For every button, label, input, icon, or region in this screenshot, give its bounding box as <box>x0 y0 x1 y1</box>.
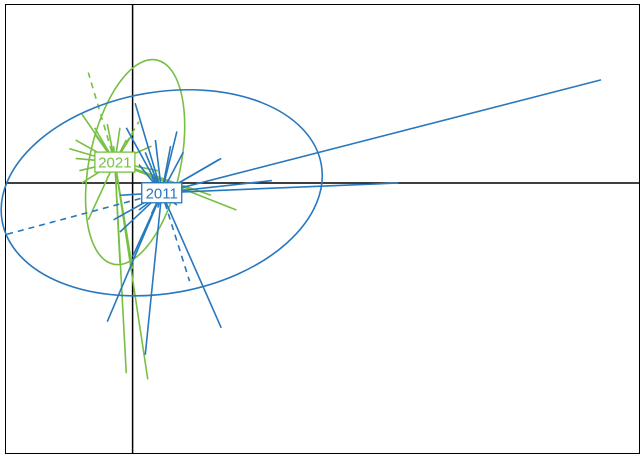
ellipse-2021 <box>84 58 186 266</box>
segment-2011 <box>161 182 399 194</box>
group-label-2011: 2011 <box>146 185 178 202</box>
segment-2011 <box>134 102 163 194</box>
label-box-2011 <box>141 182 183 204</box>
segment-2011 <box>160 192 222 329</box>
ellipse-2011 <box>0 88 324 297</box>
label-box-2021 <box>94 151 136 173</box>
dashed-axis-2011 <box>5 192 162 236</box>
segment-2011 <box>144 192 163 355</box>
segment-2011 <box>125 127 163 194</box>
segment-2011 <box>161 79 602 194</box>
segment-2021 <box>114 162 128 374</box>
dashed-axis-2011 <box>160 192 191 282</box>
plot-frame <box>5 4 640 454</box>
group-2011: 2011 <box>0 79 602 355</box>
dashed-axis-2021 <box>87 72 116 163</box>
segment-2021 <box>114 161 149 380</box>
dashed-axis-2021 <box>114 121 140 163</box>
group-label-2021: 2021 <box>98 155 131 172</box>
group-layer: 2021 2011 <box>0 58 602 380</box>
